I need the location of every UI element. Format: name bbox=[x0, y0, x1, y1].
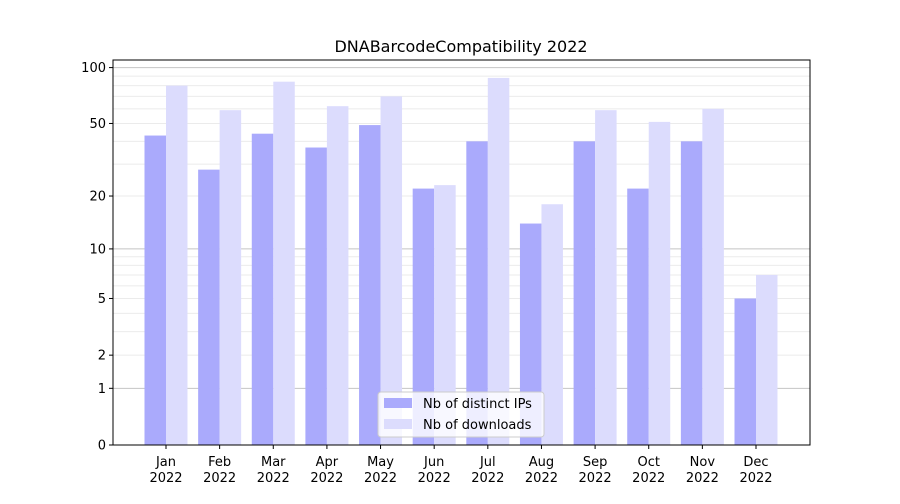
x-tick-label: Mar 2022 bbox=[257, 455, 290, 486]
x-tick-label: Feb 2022 bbox=[203, 455, 236, 486]
legend-label-downloads: Nb of downloads bbox=[423, 418, 532, 433]
bar-distinct-ips bbox=[466, 141, 488, 445]
legend-swatch-ips bbox=[384, 398, 412, 408]
bar-downloads bbox=[380, 96, 403, 445]
y-axis: 0 1 2 5 10 20 50 100 bbox=[81, 61, 113, 454]
bar-distinct-ips bbox=[680, 141, 703, 445]
bars bbox=[144, 77, 778, 446]
x-tick-label: Dec 2022 bbox=[739, 455, 772, 486]
bar-downloads bbox=[273, 81, 295, 445]
x-tick-label: Nov 2022 bbox=[686, 455, 719, 486]
x-tick-label: Jul 2022 bbox=[471, 455, 504, 486]
bar-distinct-ips bbox=[734, 298, 756, 445]
y-tick-label: 5 bbox=[98, 292, 106, 307]
x-tick-label: Aug 2022 bbox=[525, 455, 558, 486]
bar-downloads bbox=[756, 274, 778, 445]
bar-downloads bbox=[434, 185, 456, 446]
bar-distinct-ips bbox=[144, 135, 166, 446]
bar-distinct-ips bbox=[573, 141, 596, 445]
bar-downloads bbox=[219, 110, 242, 445]
chart-title: DNABarcodeCompatibility 2022 bbox=[334, 37, 587, 56]
bar-distinct-ips bbox=[198, 169, 220, 445]
legend-box bbox=[377, 391, 545, 438]
legend-label-ips: Nb of distinct IPs bbox=[423, 397, 532, 412]
bar-downloads bbox=[487, 77, 510, 445]
y-tick-label: 2 bbox=[98, 349, 106, 364]
bar-distinct-ips bbox=[251, 133, 274, 446]
bar-downloads bbox=[702, 108, 724, 446]
bar-distinct-ips bbox=[359, 125, 381, 445]
y-tick-label: 1 bbox=[98, 382, 106, 397]
bar-downloads bbox=[326, 106, 349, 445]
y-tick-label: 50 bbox=[89, 117, 106, 132]
bar-distinct-ips bbox=[627, 188, 649, 445]
legend-swatch-downloads bbox=[384, 419, 412, 429]
x-tick-label: Jun 2022 bbox=[418, 455, 451, 486]
bar-distinct-ips bbox=[412, 188, 435, 445]
y-tick-label: 20 bbox=[89, 190, 106, 205]
x-tick-label: Jan 2022 bbox=[149, 455, 182, 486]
y-tick-label: 0 bbox=[98, 439, 106, 454]
bar-downloads bbox=[166, 85, 188, 446]
x-tick-label: May 2022 bbox=[364, 455, 397, 486]
y-tick-label: 100 bbox=[81, 61, 106, 76]
bar-downloads bbox=[648, 121, 671, 445]
legend: Nb of distinct IPs Nb of downloads bbox=[377, 391, 545, 438]
y-tick-label: 10 bbox=[89, 242, 106, 257]
bar-distinct-ips bbox=[305, 147, 327, 446]
x-tick-label: Oct 2022 bbox=[632, 455, 665, 486]
bar-distinct-ips bbox=[519, 223, 542, 445]
bar-downloads bbox=[541, 204, 563, 445]
x-tick-label: Sep 2022 bbox=[579, 455, 612, 486]
bar-downloads bbox=[595, 110, 617, 445]
x-axis: Jan 2022 Feb 2022 Mar 2022 Apr 2022 May 2022 Jun 20… bbox=[149, 445, 773, 486]
plot-frame bbox=[112, 59, 811, 446]
x-tick-label: Apr 2022 bbox=[310, 455, 343, 486]
